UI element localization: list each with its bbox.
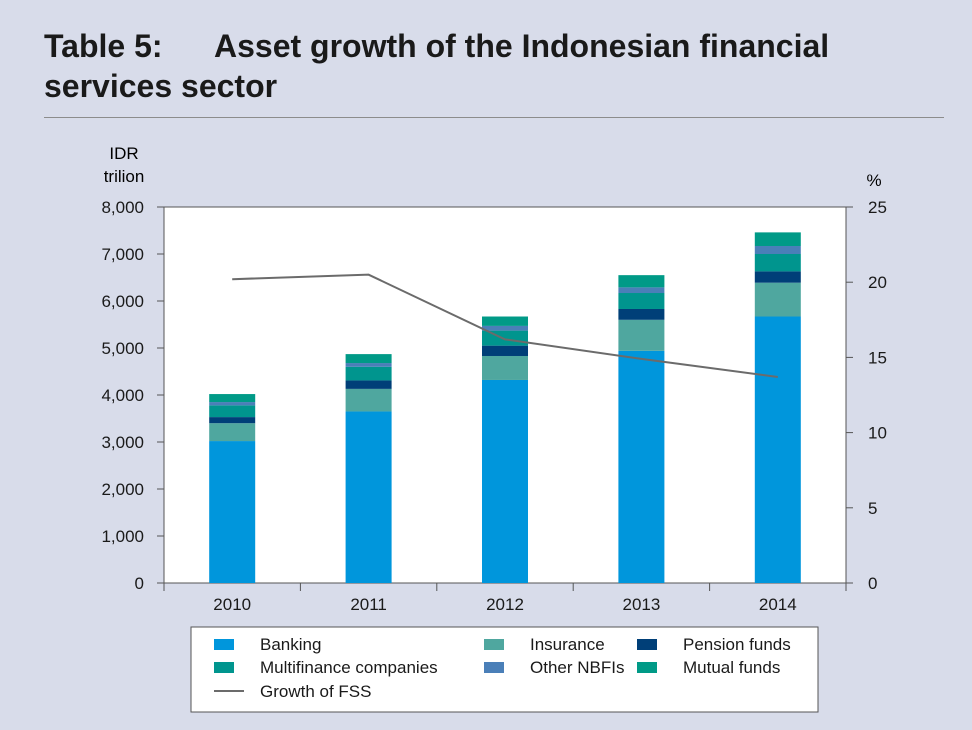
legend-swatch-pension-funds: [637, 639, 657, 650]
legend-swatch-other-nbfis: [484, 662, 504, 673]
y-left-tick-label: 7,000: [101, 245, 144, 264]
bar-pension-funds-2012: [482, 345, 528, 356]
bar-banking-2011: [345, 411, 392, 583]
y-left-tick-label: 1,000: [101, 527, 144, 546]
title-line-1: Table 5: Asset growth of the Indonesian f…: [44, 26, 944, 66]
bars-group: [209, 232, 801, 583]
bar-other-nbfis-2014: [754, 246, 801, 254]
legend-swatch-banking: [214, 639, 234, 650]
bar-mutual-funds-2010: [209, 394, 256, 403]
x-tick-label: 2012: [486, 595, 524, 614]
bar-insurance-2012: [482, 355, 528, 380]
y-left-axis-label-line2: trilion: [104, 167, 145, 186]
bar-pension-funds-2011: [345, 380, 392, 389]
bar-multifinance-companies-2012: [482, 330, 528, 346]
ticks-group: 0 1,000 2,000 3,000 4,000 5,000 6,000 7,000 8,00…: [101, 198, 886, 614]
bar-multifinance-companies-2010: [209, 405, 256, 418]
bar-multifinance-companies-2011: [345, 366, 392, 381]
y-left-tick-label: 3,000: [101, 433, 144, 452]
bar-other-nbfis-2013: [618, 287, 665, 294]
chart-title: Table 5: Asset growth of the Indonesian f…: [44, 26, 944, 106]
y-left-tick-label: 2,000: [101, 480, 144, 499]
bar-other-nbfis-2012: [482, 325, 528, 331]
legend-label-growth-of-fss: Growth of FSS: [260, 682, 371, 701]
bar-banking-2014: [754, 316, 801, 583]
x-tick-label: 2013: [622, 595, 660, 614]
x-tick-label: 2014: [759, 595, 797, 614]
y-left-tick-label: 6,000: [101, 292, 144, 311]
y-right-tick-label: 15: [868, 348, 887, 367]
x-tick-label: 2011: [350, 595, 387, 614]
bar-banking-2012: [482, 379, 528, 583]
legend-label-insurance: Insurance: [530, 635, 605, 654]
bar-other-nbfis-2010: [209, 402, 256, 406]
bar-multifinance-companies-2014: [754, 254, 801, 272]
y-left-axis-label-line1: IDR: [109, 144, 138, 163]
title-text: Asset growth of the Indonesian financial: [214, 28, 830, 64]
bar-multifinance-companies-2013: [618, 293, 665, 309]
bar-insurance-2013: [618, 319, 665, 351]
legend-label-multifinance-companies: Multifinance companies: [260, 658, 438, 677]
y-left-tick-label: 8,000: [101, 198, 144, 217]
legend-label-pension-funds: Pension funds: [683, 635, 791, 654]
bar-mutual-funds-2014: [754, 232, 801, 247]
legend-label-banking: Banking: [260, 635, 321, 654]
legend-swatch-mutual-funds: [637, 662, 657, 673]
y-right-axis-label: %: [866, 171, 881, 190]
bar-pension-funds-2010: [209, 417, 256, 424]
y-right-tick-label: 25: [868, 198, 887, 217]
bar-insurance-2011: [345, 388, 392, 412]
title-label: Table 5:: [44, 28, 163, 64]
bar-pension-funds-2013: [618, 308, 665, 320]
legend: Banking Insurance Pension funds Multifinanc…: [214, 635, 791, 701]
bar-pension-funds-2014: [754, 271, 801, 283]
bar-insurance-2010: [209, 423, 256, 442]
bar-other-nbfis-2011: [345, 363, 392, 367]
bar-insurance-2014: [754, 282, 801, 317]
legend-swatch-multifinance-companies: [214, 662, 234, 673]
legend-label-other-nbfis: Other NBFIs: [530, 658, 624, 677]
bar-banking-2013: [618, 350, 665, 583]
title-divider: [44, 117, 944, 118]
y-left-tick-label: 0: [135, 574, 144, 593]
y-right-tick-label: 0: [868, 574, 877, 593]
y-left-tick-label: 5,000: [101, 339, 144, 358]
y-right-tick-label: 5: [868, 499, 877, 518]
y-left-tick-label: 4,000: [101, 386, 144, 405]
y-right-tick-label: 10: [868, 424, 887, 443]
legend-swatch-insurance: [484, 639, 504, 650]
bar-mutual-funds-2011: [345, 354, 392, 364]
x-tick-label: 2010: [213, 595, 251, 614]
bar-banking-2010: [209, 441, 256, 583]
y-right-tick-label: 20: [868, 273, 887, 292]
legend-box: [190, 626, 819, 713]
legend-label-mutual-funds: Mutual funds: [683, 658, 780, 677]
title-line-2: services sector: [44, 68, 278, 104]
line-group: [232, 273, 778, 378]
bar-mutual-funds-2012: [482, 316, 528, 326]
bar-mutual-funds-2013: [618, 275, 665, 288]
